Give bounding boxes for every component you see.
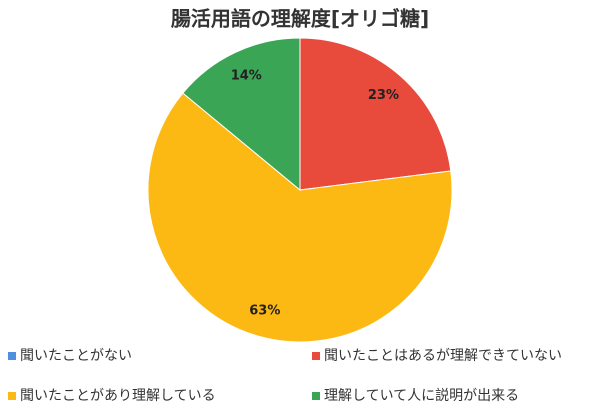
pie-slice xyxy=(299,37,452,191)
legend-label: 理解していて人に説明が出来る xyxy=(324,388,519,404)
legend-swatch xyxy=(8,352,16,360)
data-label: 14% xyxy=(231,68,262,83)
legend-label: 聞いたことがあり理解している xyxy=(20,388,216,404)
chart-title: 腸活用語の理解度[オリゴ糖] xyxy=(171,7,429,31)
legend-swatch xyxy=(312,352,320,360)
legend-label: 聞いたことはあるが理解できていない xyxy=(324,348,562,364)
legend-swatch xyxy=(312,392,320,400)
legend-swatch xyxy=(8,392,16,400)
pie-slice xyxy=(147,92,453,343)
data-label: 23% xyxy=(368,88,399,103)
pie-slice xyxy=(182,37,301,192)
data-label: 63% xyxy=(249,304,280,319)
legend-label: 聞いたことがない xyxy=(20,348,132,364)
